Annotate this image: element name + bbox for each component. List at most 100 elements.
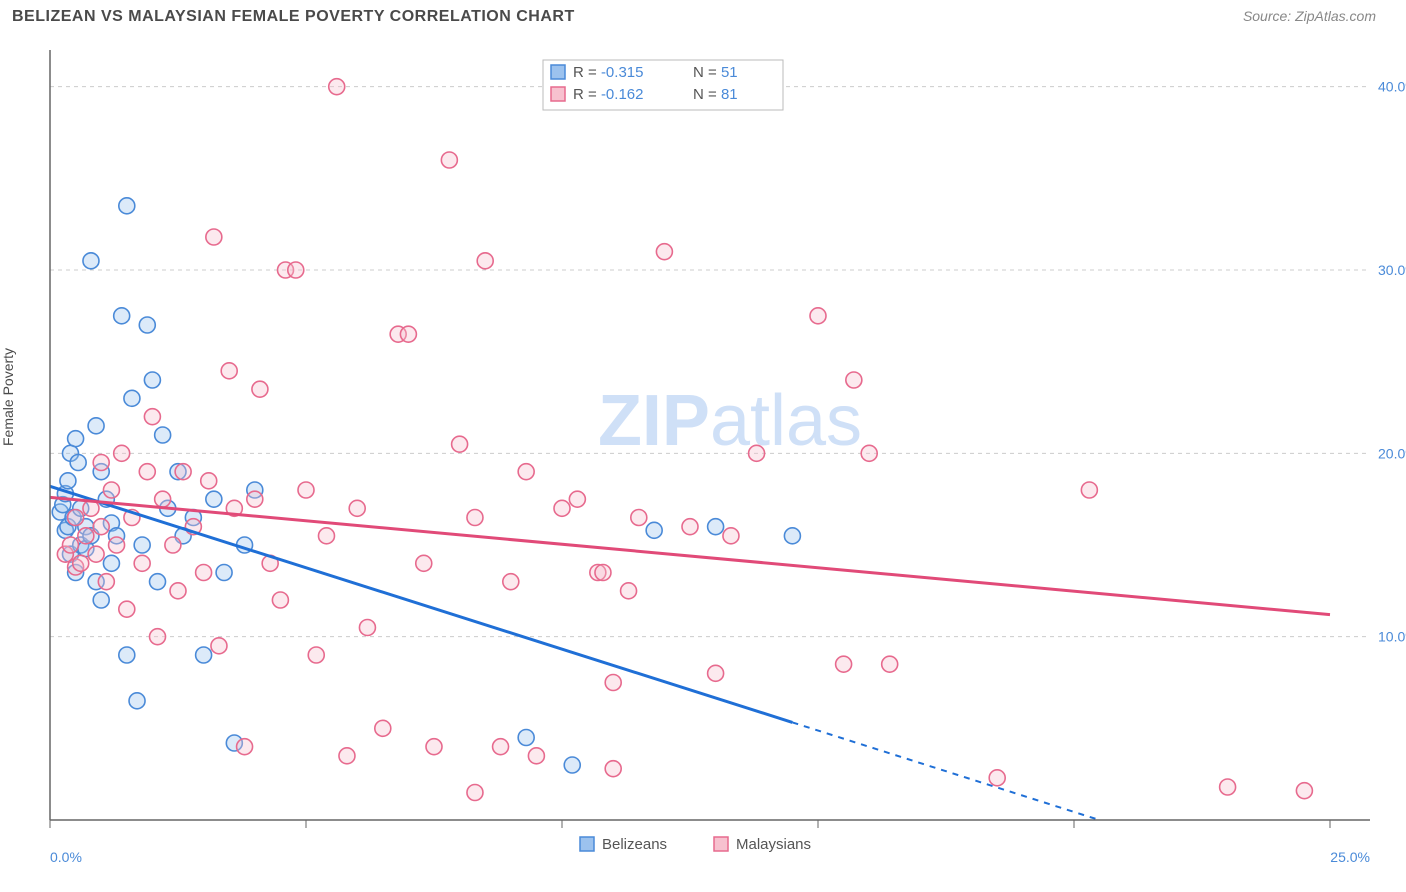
data-point-malaysians (119, 601, 135, 617)
data-point-malaysians (682, 519, 698, 535)
trend-line-belizeans (50, 486, 792, 722)
data-point-malaysians (144, 409, 160, 425)
y-tick-label: 40.0% (1378, 79, 1406, 95)
data-point-malaysians (503, 574, 519, 590)
data-point-malaysians (569, 491, 585, 507)
legend-label-belizeans: Belizeans (602, 836, 667, 853)
data-point-belizeans (68, 431, 84, 447)
data-point-malaysians (1296, 783, 1312, 799)
data-point-malaysians (329, 79, 345, 95)
data-point-malaysians (252, 381, 268, 397)
data-point-malaysians (810, 308, 826, 324)
data-point-belizeans (196, 647, 212, 663)
y-tick-label: 20.0% (1378, 445, 1406, 461)
legend-label-malaysians: Malaysians (736, 836, 811, 853)
data-point-malaysians (155, 491, 171, 507)
data-point-belizeans (119, 647, 135, 663)
x-tick-label: 0.0% (50, 849, 82, 865)
trend-line-malaysians (50, 497, 1330, 614)
data-point-malaysians (452, 436, 468, 452)
data-point-malaysians (467, 510, 483, 526)
data-point-malaysians (493, 739, 509, 755)
x-tick-label: 25.0% (1330, 849, 1370, 865)
data-point-belizeans (150, 574, 166, 590)
stats-swatch-belizeans (551, 65, 565, 79)
data-point-belizeans (124, 390, 140, 406)
data-point-malaysians (211, 638, 227, 654)
data-point-malaysians (989, 770, 1005, 786)
data-point-malaysians (139, 464, 155, 480)
data-point-malaysians (206, 229, 222, 245)
data-point-malaysians (93, 519, 109, 535)
data-point-malaysians (288, 262, 304, 278)
data-point-malaysians (400, 326, 416, 342)
data-point-malaysians (631, 510, 647, 526)
data-point-malaysians (441, 152, 457, 168)
legend-swatch-belizeans (580, 837, 594, 851)
data-point-malaysians (467, 785, 483, 801)
y-tick-label: 30.0% (1378, 262, 1406, 278)
data-point-belizeans (60, 473, 76, 489)
stats-row-belizeans: R = -0.315 (573, 64, 643, 81)
data-point-malaysians (165, 537, 181, 553)
data-point-malaysians (375, 720, 391, 736)
data-point-belizeans (784, 528, 800, 544)
data-point-malaysians (749, 445, 765, 461)
svg-text:N = 51: N = 51 (693, 64, 738, 81)
data-point-malaysians (150, 629, 166, 645)
data-point-malaysians (416, 555, 432, 571)
data-point-malaysians (298, 482, 314, 498)
data-point-belizeans (518, 730, 534, 746)
data-point-malaysians (861, 445, 877, 461)
data-point-malaysians (605, 761, 621, 777)
data-point-malaysians (882, 656, 898, 672)
data-point-malaysians (62, 537, 78, 553)
data-point-malaysians (339, 748, 355, 764)
data-point-malaysians (426, 739, 442, 755)
data-point-belizeans (114, 308, 130, 324)
svg-text:N = 81: N = 81 (693, 86, 738, 103)
data-point-belizeans (129, 693, 145, 709)
data-point-belizeans (216, 565, 232, 581)
data-point-malaysians (103, 482, 119, 498)
data-point-belizeans (103, 555, 119, 571)
data-point-malaysians (134, 555, 150, 571)
data-point-malaysians (68, 510, 84, 526)
data-point-malaysians (175, 464, 191, 480)
legend-swatch-malaysians (714, 837, 728, 851)
data-point-malaysians (836, 656, 852, 672)
data-point-belizeans (134, 537, 150, 553)
data-point-belizeans (646, 522, 662, 538)
data-point-malaysians (528, 748, 544, 764)
data-point-malaysians (78, 528, 94, 544)
data-point-belizeans (564, 757, 580, 773)
trend-extrap-belizeans (792, 722, 1099, 820)
data-point-belizeans (88, 418, 104, 434)
data-point-malaysians (349, 500, 365, 516)
data-point-malaysians (318, 528, 334, 544)
data-point-malaysians (88, 546, 104, 562)
data-point-belizeans (83, 253, 99, 269)
data-point-malaysians (272, 592, 288, 608)
data-point-malaysians (554, 500, 570, 516)
data-point-malaysians (477, 253, 493, 269)
data-point-malaysians (247, 491, 263, 507)
stats-swatch-malaysians (551, 87, 565, 101)
data-point-belizeans (144, 372, 160, 388)
data-point-malaysians (605, 675, 621, 691)
data-point-belizeans (70, 455, 86, 471)
data-point-malaysians (93, 455, 109, 471)
correlation-chart: 10.0%20.0%30.0%40.0%ZIPatlas0.0%25.0%R =… (0, 0, 1406, 892)
data-point-belizeans (206, 491, 222, 507)
data-point-malaysians (846, 372, 862, 388)
data-point-malaysians (308, 647, 324, 663)
data-point-belizeans (708, 519, 724, 535)
data-point-malaysians (1081, 482, 1097, 498)
data-point-belizeans (93, 592, 109, 608)
data-point-malaysians (170, 583, 186, 599)
data-point-malaysians (201, 473, 217, 489)
data-point-belizeans (119, 198, 135, 214)
data-point-malaysians (621, 583, 637, 599)
data-point-malaysians (595, 565, 611, 581)
data-point-malaysians (109, 537, 125, 553)
